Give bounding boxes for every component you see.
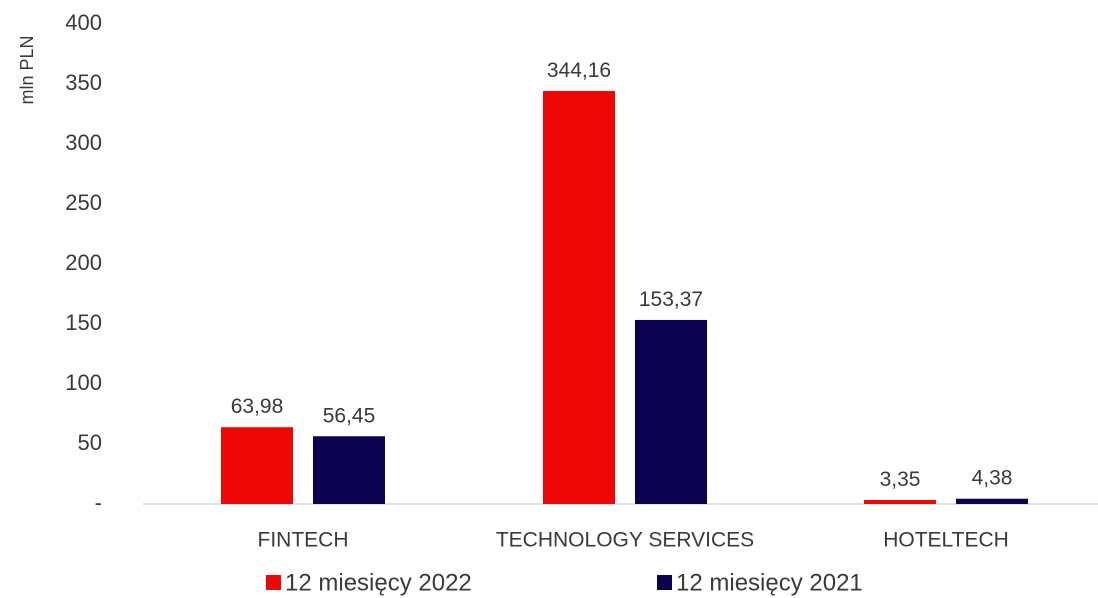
bar [864,499,936,504]
legend-label: 12 miesięcy 2021 [676,569,863,596]
bar [543,91,615,505]
category-label: HOTELTECH [883,529,1009,552]
y-axis-label: mln PLN [17,35,37,104]
y-tick-label: 100 [65,370,102,395]
legend: 12 miesięcy 2022 12 miesięcy 2021 [266,569,863,596]
y-tick-label: 350 [65,70,102,95]
y-tick-label: 50 [78,430,102,455]
bar [313,436,385,504]
y-tick-label: 300 [65,130,102,155]
bars: 63,98 56,45 344,16 153,37 3,35 4,38 [221,59,1028,505]
data-label: 153,37 [639,288,703,311]
y-tick-label: - [95,490,102,515]
data-label: 56,45 [323,404,376,427]
bar [221,427,293,504]
y-tick-label: 200 [65,250,102,275]
category-label: TECHNOLOGY SERVICES [496,529,754,552]
category-label: FINTECH [258,529,349,552]
y-axis-ticks: - 50 100 150 200 250 300 350 400 [65,10,102,515]
data-label: 4,38 [972,467,1013,490]
bar [956,498,1028,504]
y-tick-label: 250 [65,190,102,215]
data-label: 3,35 [880,468,921,491]
legend-swatch [266,575,281,590]
category-labels: FINTECH TECHNOLOGY SERVICES HOTELTECH [258,529,1009,552]
legend-swatch [657,575,672,590]
y-tick-label: 150 [65,310,102,335]
legend-label: 12 miesięcy 2022 [285,569,472,596]
bar [635,319,707,504]
y-tick-label: 400 [65,10,102,35]
data-label: 63,98 [231,395,284,418]
data-label: 344,16 [547,59,611,82]
